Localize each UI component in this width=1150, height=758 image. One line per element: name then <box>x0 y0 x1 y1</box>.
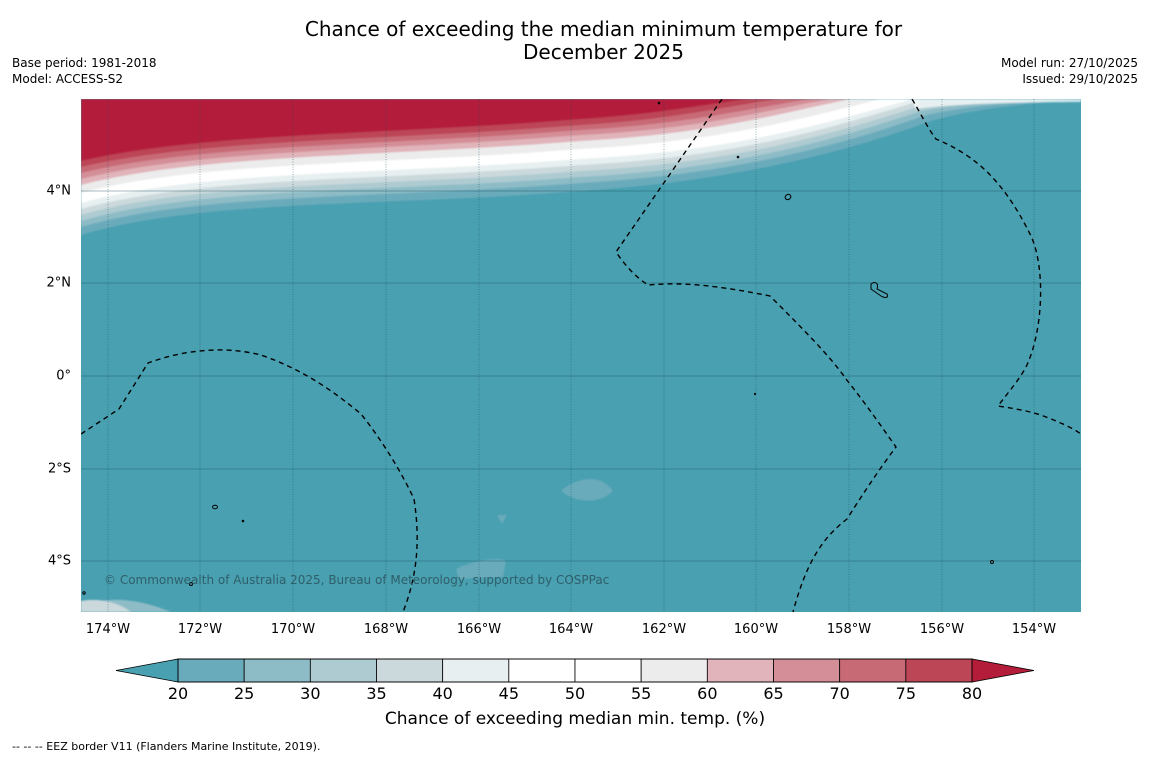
lon-label-156w: 156°W <box>919 622 965 637</box>
colorbar-cells <box>177 658 973 683</box>
colorbar-tick-label: 20 <box>167 684 189 703</box>
islands <box>82 101 994 595</box>
lat-label-4n: 4°N <box>46 183 72 199</box>
lat-label-2s: 2°S <box>47 461 71 477</box>
colorbar-cell <box>706 658 774 683</box>
colorbar-tick-label: 35 <box>366 684 387 703</box>
colorbar-tick-label: 40 <box>432 684 453 703</box>
map-panel <box>81 99 1081 612</box>
colorbar-cell <box>177 658 245 683</box>
colorbar-cell <box>243 658 311 683</box>
colorbar-tick-label: 55 <box>630 684 652 703</box>
colorbar-frame <box>177 658 973 683</box>
lon-label-164w: 164°W <box>548 622 594 637</box>
title-line-2: December 2025 <box>523 40 684 64</box>
colorbar <box>115 658 1035 683</box>
colorbar-tick-label: 30 <box>300 684 321 703</box>
temperature-contours <box>81 99 1081 612</box>
lat-label-2n: 2°N <box>46 275 72 291</box>
model-run: Model run: 27/10/2025 <box>1000 56 1138 70</box>
meta-right: Model run: 27/10/2025 Issued: 29/10/2025 <box>1001 55 1138 87</box>
colorbar-cell <box>376 658 444 683</box>
colorbar-tick-label: 60 <box>697 684 718 703</box>
lon-label-154w: 154°W <box>1011 622 1057 637</box>
lat-label-4s: 4°S <box>47 553 71 569</box>
lat-label-equator: 0° <box>56 368 71 384</box>
colorbar-cell <box>442 658 510 683</box>
lon-label-166w: 166°W <box>456 622 502 637</box>
colorbar-tick-label: 70 <box>829 684 850 703</box>
colorbar-cell <box>309 658 377 683</box>
lon-label-174w: 174°W <box>85 622 131 637</box>
colorbar-cell <box>508 658 576 683</box>
map-title: Chance of exceeding the median minimum t… <box>0 18 1150 64</box>
issued-date: Issued: 29/10/2025 <box>1022 72 1138 86</box>
colorbar-title: Chance of exceeding median min. temp. (%… <box>384 709 766 729</box>
colorbar-cell <box>640 658 708 683</box>
colorbar-cell <box>905 658 973 683</box>
lon-label-158w: 158°W <box>826 622 872 637</box>
colorbar-cell <box>773 658 841 683</box>
colorbar-tick-label: 50 <box>564 684 586 703</box>
lon-label-162w: 162°W <box>641 622 687 637</box>
colorbar-tick-label: 75 <box>895 684 917 703</box>
base-period: Base period: 1981-2018 <box>12 56 157 70</box>
colorbar-tick-label: 80 <box>961 684 983 703</box>
colorbar-tick-label: 65 <box>763 684 784 703</box>
colorbar-cell <box>839 658 907 683</box>
lon-label-160w: 160°W <box>733 622 779 637</box>
colorbar-tick-label: 45 <box>498 684 520 703</box>
lon-label-170w: 170°W <box>270 622 316 637</box>
lon-label-172w: 172°W <box>177 622 223 637</box>
meta-left: Base period: 1981-2018 Model: ACCESS-S2 <box>12 55 157 87</box>
colorbar-high-extension <box>971 658 1035 683</box>
eez-borders <box>81 99 1081 612</box>
colorbar-tick-label: 25 <box>233 684 255 703</box>
model-name: Model: ACCESS-S2 <box>12 72 124 86</box>
copyright-notice: © Commonwealth of Australia 2025, Bureau… <box>104 573 610 587</box>
lon-label-168w: 168°W <box>363 622 409 637</box>
eez-footnote: -- -- -- EEZ border V11 (Flanders Marine… <box>12 740 321 753</box>
graticule <box>81 99 1081 612</box>
title-line-1: Chance of exceeding the median minimum t… <box>304 17 903 41</box>
colorbar-low-extension <box>115 658 179 683</box>
colorbar-cell <box>574 658 642 683</box>
